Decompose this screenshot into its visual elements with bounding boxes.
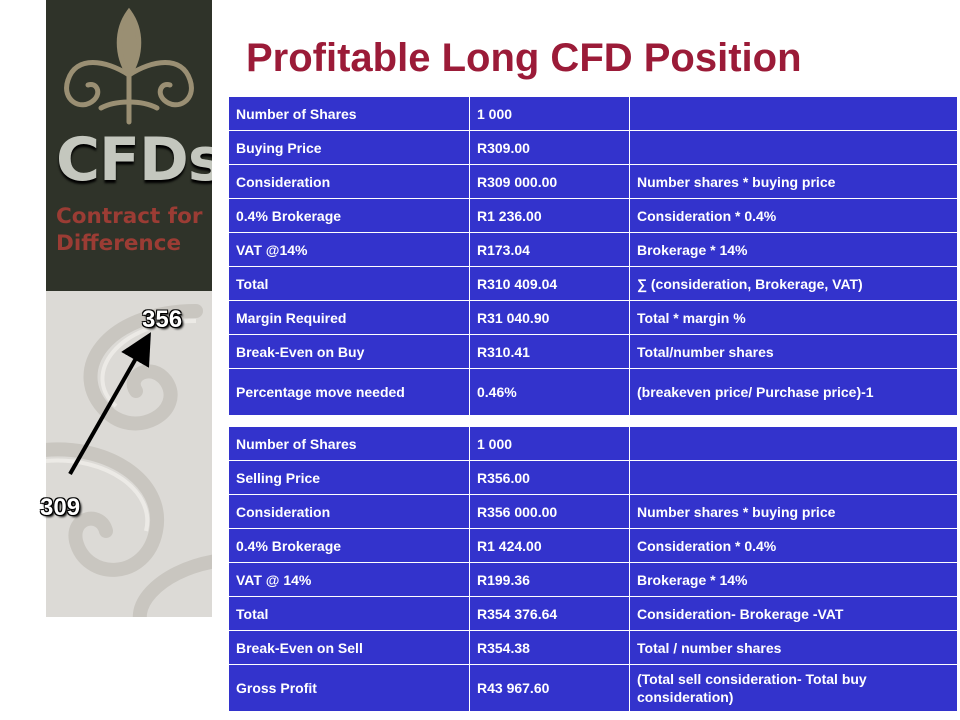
row-value: R354 376.64 bbox=[469, 596, 630, 631]
table-row: Consideration R356 000.00 Number shares … bbox=[228, 494, 958, 529]
tagline-line1: Contract for bbox=[56, 204, 203, 229]
brand-banner: CFDs Contract for Difference bbox=[46, 0, 212, 617]
row-formula: Total * margin % bbox=[629, 300, 958, 335]
row-formula: Number shares * buying price bbox=[629, 164, 958, 199]
row-formula bbox=[629, 460, 958, 495]
decorative-swirl-pattern bbox=[46, 304, 212, 617]
row-label: Number of Shares bbox=[228, 426, 470, 461]
row-value: R173.04 bbox=[469, 232, 630, 267]
row-value: R354.38 bbox=[469, 630, 630, 665]
row-formula: Total / number shares bbox=[629, 630, 958, 665]
row-value: 1 000 bbox=[469, 96, 630, 131]
row-value: R309.00 bbox=[469, 130, 630, 165]
row-label: Margin Required bbox=[228, 300, 470, 335]
row-label: Number of Shares bbox=[228, 96, 470, 131]
row-formula bbox=[629, 130, 958, 165]
row-formula: Brokerage * 14% bbox=[629, 562, 958, 597]
table-row: Break-Even on Buy R310.41 Total/number s… bbox=[228, 334, 958, 369]
row-formula bbox=[629, 426, 958, 461]
table-row: 0.4% Brokerage R1 424.00 Consideration *… bbox=[228, 528, 958, 563]
buy-table-body: Number of Shares 1 000 Buying Price R309… bbox=[228, 96, 958, 416]
row-label: Total bbox=[228, 596, 470, 631]
row-label: VAT @14% bbox=[228, 232, 470, 267]
cfds-logo-text: CFDs bbox=[56, 125, 212, 195]
tagline-line2: Difference bbox=[56, 231, 182, 256]
row-value: R199.36 bbox=[469, 562, 630, 597]
row-label: Break-Even on Buy bbox=[228, 334, 470, 369]
table-row: Margin Required R31 040.90 Total * margi… bbox=[228, 300, 958, 335]
table-row: Gross Profit R43 967.60 (Total sell cons… bbox=[228, 664, 958, 712]
row-value: R31 040.90 bbox=[469, 300, 630, 335]
table-row: Selling Price R356.00 bbox=[228, 460, 958, 495]
fleur-de-lis-logo bbox=[64, 7, 194, 125]
row-formula: (Total sell consideration- Total buy con… bbox=[629, 664, 958, 712]
table-row: Number of Shares 1 000 bbox=[228, 96, 958, 131]
row-formula: Consideration- Brokerage -VAT bbox=[629, 596, 958, 631]
row-label: Gross Profit bbox=[228, 664, 470, 712]
row-value: R1 236.00 bbox=[469, 198, 630, 233]
row-value: 0.46% bbox=[469, 368, 630, 416]
table-row: VAT @ 14% R199.36 Brokerage * 14% bbox=[228, 562, 958, 597]
row-formula: Consideration * 0.4% bbox=[629, 198, 958, 233]
row-label: Consideration bbox=[228, 164, 470, 199]
table-row: Buying Price R309.00 bbox=[228, 130, 958, 165]
row-value: R310.41 bbox=[469, 334, 630, 369]
row-value: R356 000.00 bbox=[469, 494, 630, 529]
row-label: Buying Price bbox=[228, 130, 470, 165]
row-formula: (breakeven price/ Purchase price)-1 bbox=[629, 368, 958, 416]
table-row: Number of Shares 1 000 bbox=[228, 426, 958, 461]
row-formula: ∑ (consideration, Brokerage, VAT) bbox=[629, 266, 958, 301]
row-formula: Brokerage * 14% bbox=[629, 232, 958, 267]
row-value: R356.00 bbox=[469, 460, 630, 495]
start-price-label: 309 bbox=[40, 494, 81, 521]
end-price-label: 356 bbox=[142, 306, 183, 333]
row-label: Percentage move needed bbox=[228, 368, 470, 416]
brand-header: CFDs Contract for Difference bbox=[46, 0, 212, 291]
row-label: Selling Price bbox=[228, 460, 470, 495]
slide-title: Profitable Long CFD Position bbox=[246, 36, 802, 80]
table-row: Total R354 376.64 Consideration- Brokera… bbox=[228, 596, 958, 631]
row-label: Break-Even on Sell bbox=[228, 630, 470, 665]
row-formula bbox=[629, 96, 958, 131]
row-value: 1 000 bbox=[469, 426, 630, 461]
table-row: Consideration R309 000.00 Number shares … bbox=[228, 164, 958, 199]
buy-calculation-table: Number of Shares 1 000 Buying Price R309… bbox=[228, 96, 958, 416]
row-value: R1 424.00 bbox=[469, 528, 630, 563]
row-label: VAT @ 14% bbox=[228, 562, 470, 597]
row-value: R43 967.60 bbox=[469, 664, 630, 712]
table-row: Break-Even on Sell R354.38 Total / numbe… bbox=[228, 630, 958, 665]
row-formula: Number shares * buying price bbox=[629, 494, 958, 529]
brand-tagline: Contract for Difference bbox=[56, 203, 212, 257]
row-value: R309 000.00 bbox=[469, 164, 630, 199]
table-row: 0.4% Brokerage R1 236.00 Consideration *… bbox=[228, 198, 958, 233]
row-label: 0.4% Brokerage bbox=[228, 528, 470, 563]
table-row: VAT @14% R173.04 Brokerage * 14% bbox=[228, 232, 958, 267]
row-value: R310 409.04 bbox=[469, 266, 630, 301]
row-label: Total bbox=[228, 266, 470, 301]
row-formula: Consideration * 0.4% bbox=[629, 528, 958, 563]
sell-table-body: Number of Shares 1 000 Selling Price R35… bbox=[228, 426, 958, 712]
row-label: Consideration bbox=[228, 494, 470, 529]
row-label: 0.4% Brokerage bbox=[228, 198, 470, 233]
table-row: Percentage move needed 0.46% (breakeven … bbox=[228, 368, 958, 416]
sell-calculation-table: Number of Shares 1 000 Selling Price R35… bbox=[228, 426, 958, 712]
row-formula: Total/number shares bbox=[629, 334, 958, 369]
table-row: Total R310 409.04 ∑ (consideration, Brok… bbox=[228, 266, 958, 301]
